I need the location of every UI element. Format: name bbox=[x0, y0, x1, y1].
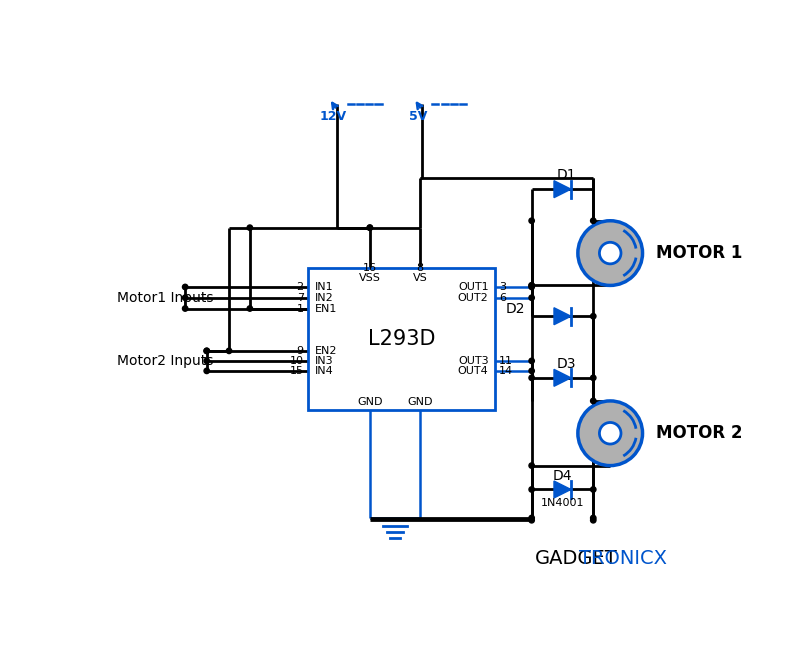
Text: OUT3: OUT3 bbox=[458, 356, 489, 366]
Text: 8: 8 bbox=[417, 263, 424, 273]
Text: 11: 11 bbox=[499, 356, 514, 366]
Text: GND: GND bbox=[407, 397, 433, 408]
Circle shape bbox=[529, 487, 534, 492]
Circle shape bbox=[204, 348, 210, 353]
Circle shape bbox=[529, 516, 534, 521]
Circle shape bbox=[599, 422, 621, 444]
Circle shape bbox=[204, 368, 210, 373]
Circle shape bbox=[578, 221, 642, 286]
Text: 1: 1 bbox=[297, 304, 304, 313]
Circle shape bbox=[529, 375, 534, 380]
Text: IN1: IN1 bbox=[314, 282, 333, 292]
Text: TRONICX: TRONICX bbox=[578, 548, 666, 567]
Circle shape bbox=[590, 218, 596, 224]
Text: D3: D3 bbox=[557, 357, 576, 371]
Circle shape bbox=[529, 358, 534, 364]
Text: EN1: EN1 bbox=[314, 304, 337, 313]
Text: D2: D2 bbox=[506, 302, 526, 315]
Text: 7: 7 bbox=[297, 293, 304, 303]
Circle shape bbox=[529, 284, 534, 289]
Circle shape bbox=[590, 398, 596, 404]
Text: Motor1 Inputs: Motor1 Inputs bbox=[118, 291, 214, 305]
Circle shape bbox=[247, 225, 253, 231]
Text: GND: GND bbox=[357, 397, 382, 408]
Circle shape bbox=[529, 283, 534, 288]
Text: L293D: L293D bbox=[368, 329, 435, 349]
Text: OUT4: OUT4 bbox=[458, 366, 489, 376]
Circle shape bbox=[599, 242, 621, 264]
Circle shape bbox=[204, 348, 210, 353]
Circle shape bbox=[226, 348, 232, 353]
Polygon shape bbox=[554, 370, 571, 386]
Text: MOTOR 2: MOTOR 2 bbox=[656, 424, 743, 443]
Polygon shape bbox=[554, 481, 571, 498]
Text: 10: 10 bbox=[290, 356, 304, 366]
Text: VS: VS bbox=[413, 273, 427, 283]
Text: 15: 15 bbox=[290, 366, 304, 376]
Circle shape bbox=[367, 225, 373, 231]
Text: IN2: IN2 bbox=[314, 293, 334, 303]
Text: 12V: 12V bbox=[319, 110, 346, 123]
Text: D1: D1 bbox=[557, 169, 576, 182]
Text: 16: 16 bbox=[363, 263, 377, 273]
Circle shape bbox=[367, 225, 373, 231]
Text: 3: 3 bbox=[499, 282, 506, 292]
Circle shape bbox=[529, 368, 534, 373]
Text: D4: D4 bbox=[553, 468, 572, 483]
Bar bbox=[308, 269, 494, 410]
Circle shape bbox=[182, 306, 188, 311]
Circle shape bbox=[578, 401, 642, 466]
Circle shape bbox=[182, 295, 188, 300]
Text: 9: 9 bbox=[297, 346, 304, 356]
Text: EN2: EN2 bbox=[314, 346, 337, 356]
Circle shape bbox=[590, 516, 596, 521]
Text: OUT1: OUT1 bbox=[458, 282, 489, 292]
Text: IN3: IN3 bbox=[314, 356, 333, 366]
Text: 6: 6 bbox=[499, 293, 506, 303]
Circle shape bbox=[529, 283, 534, 288]
Circle shape bbox=[590, 487, 596, 492]
Circle shape bbox=[529, 517, 534, 523]
Text: OUT2: OUT2 bbox=[458, 293, 489, 303]
Text: GADGET: GADGET bbox=[534, 548, 618, 567]
Text: Motor2 Inputs: Motor2 Inputs bbox=[118, 354, 214, 368]
Circle shape bbox=[204, 358, 210, 364]
Circle shape bbox=[247, 306, 253, 311]
Circle shape bbox=[529, 218, 534, 224]
Text: MOTOR 1: MOTOR 1 bbox=[656, 244, 742, 262]
Polygon shape bbox=[554, 307, 571, 325]
Text: 14: 14 bbox=[499, 366, 514, 376]
Polygon shape bbox=[554, 181, 571, 198]
Circle shape bbox=[590, 375, 596, 380]
Text: VSS: VSS bbox=[359, 273, 381, 283]
Circle shape bbox=[529, 295, 534, 300]
Text: 5V: 5V bbox=[409, 110, 427, 123]
Text: 1N4001: 1N4001 bbox=[541, 498, 584, 508]
Text: 2: 2 bbox=[297, 282, 304, 292]
Circle shape bbox=[590, 517, 596, 523]
Circle shape bbox=[182, 284, 188, 289]
Circle shape bbox=[529, 463, 534, 468]
Circle shape bbox=[590, 313, 596, 319]
Text: IN4: IN4 bbox=[314, 366, 334, 376]
